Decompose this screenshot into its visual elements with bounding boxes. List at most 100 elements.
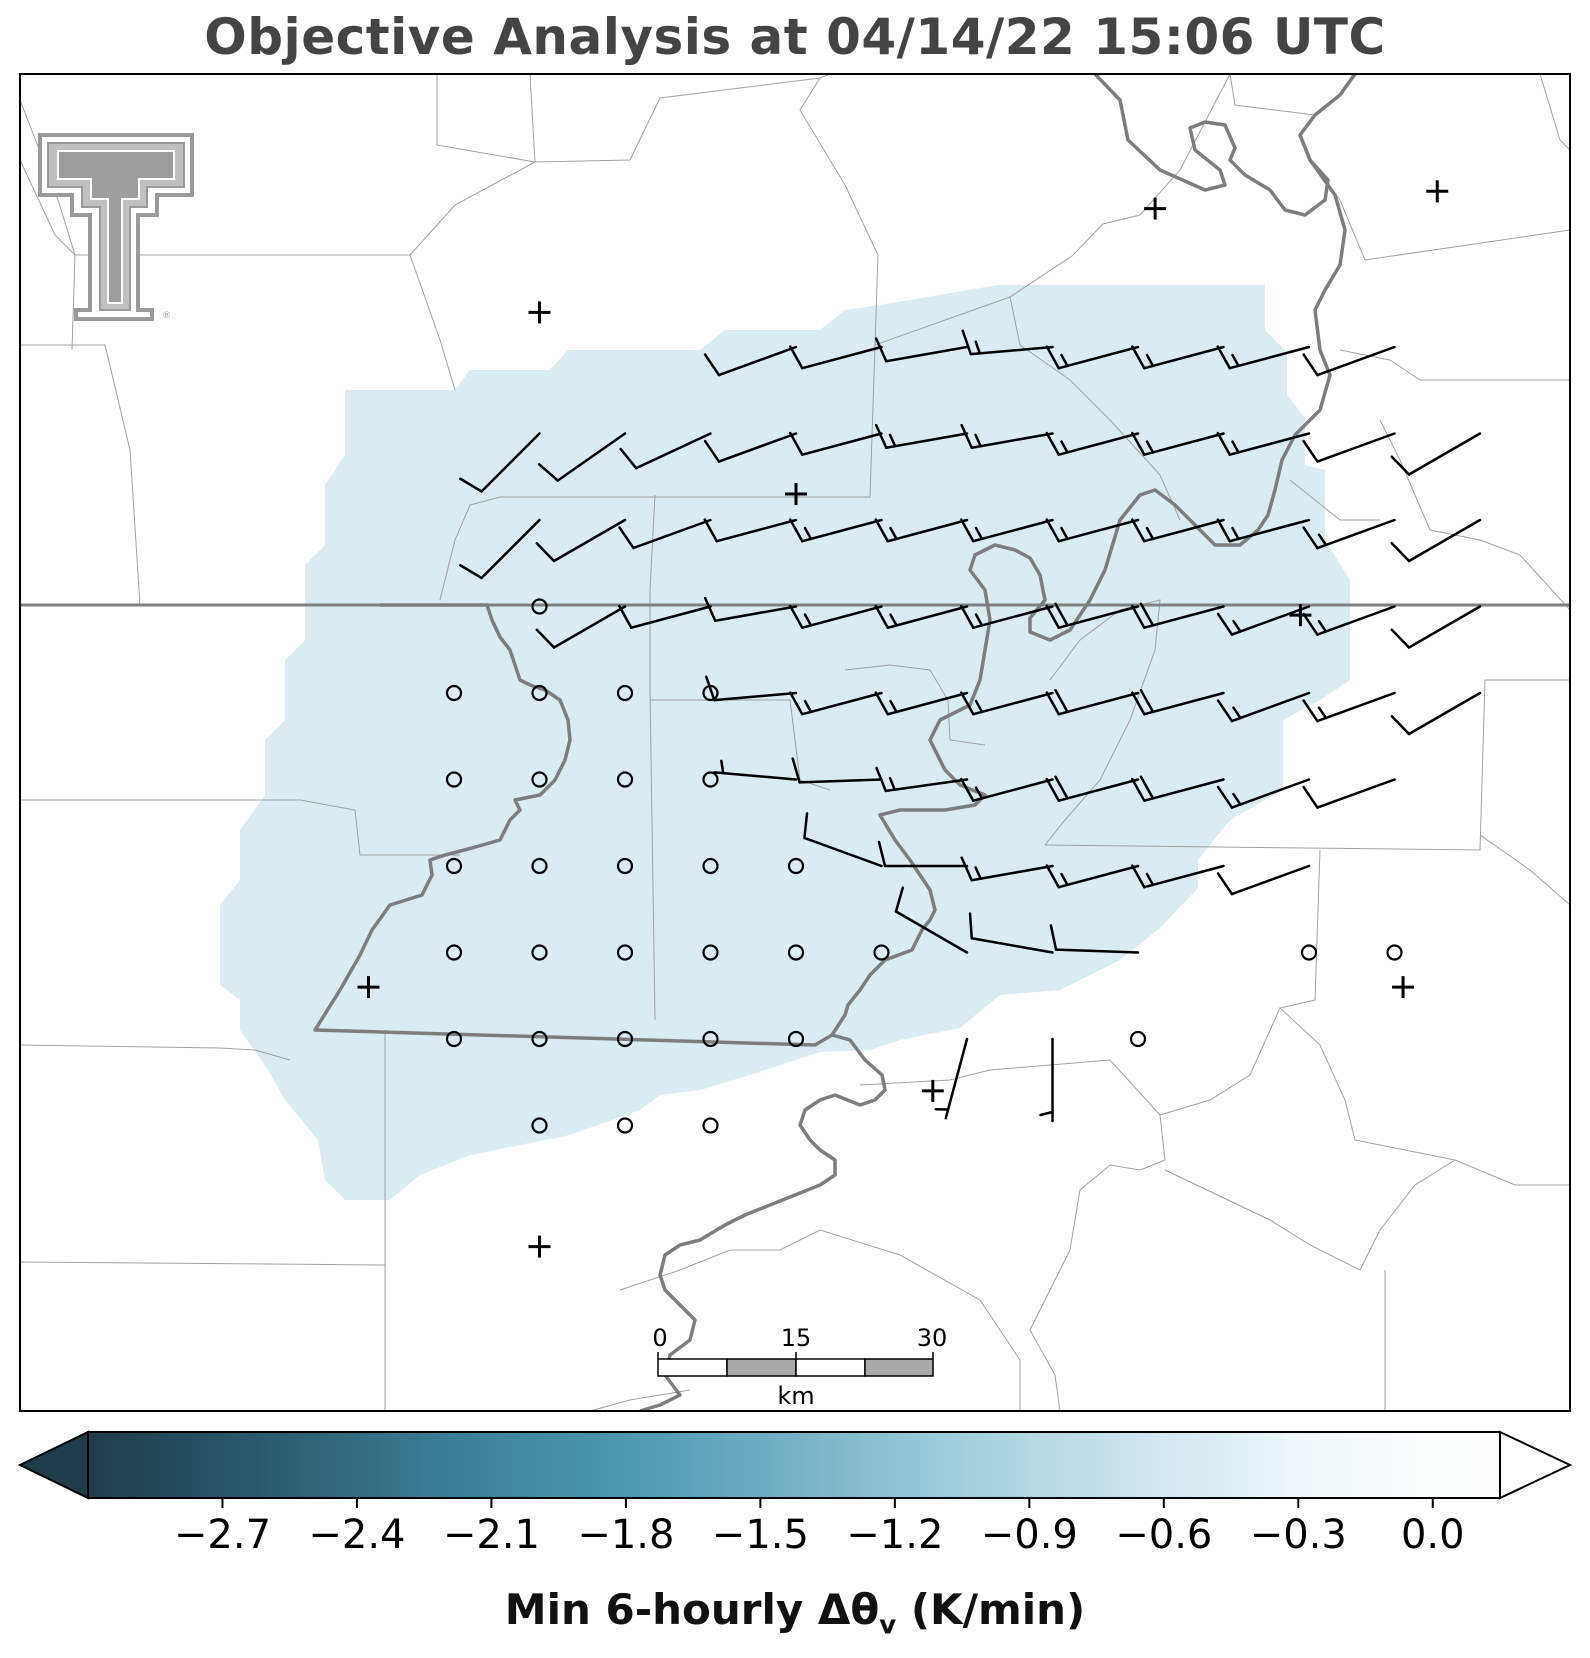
wind-barb: [789, 431, 883, 456]
wind-barb: [874, 337, 969, 363]
wind-barb: [968, 912, 1054, 954]
calm-circle: [531, 684, 548, 702]
calm-circle: [616, 944, 634, 961]
colorbar-label-sub: v: [879, 1610, 897, 1641]
wind-barb: [1131, 345, 1225, 370]
colorbar-label-main: Min 6-hourly Δθ: [504, 1585, 880, 1634]
calm-circle: [531, 598, 548, 615]
plus-marker: [1144, 197, 1167, 220]
map-frame: [19, 73, 1571, 1412]
calm-circle: [616, 1117, 634, 1134]
calm-circle: [1129, 1030, 1147, 1048]
calm-circle: [702, 1030, 719, 1048]
wind-barbs: [459, 329, 1482, 1123]
calm-circle: [445, 944, 463, 961]
calm-circle: [787, 944, 805, 961]
calm-circle: [531, 771, 548, 788]
wind-barb: [1045, 602, 1140, 629]
wind-barb: [713, 759, 798, 781]
wind-barb: [1045, 518, 1140, 543]
colorbar-tick-label: −0.6: [1115, 1512, 1212, 1558]
plus-marker: [1289, 604, 1312, 627]
calm-circle: [445, 857, 463, 875]
wind-barb: [1131, 775, 1225, 802]
calm-circle: [531, 857, 548, 875]
calm-circle: [1386, 944, 1403, 961]
colorbar-tick-label: −0.9: [981, 1512, 1078, 1558]
wind-barb: [704, 675, 798, 702]
wind-barb: [789, 691, 883, 716]
calm-circle: [787, 857, 805, 875]
rivers: [313, 74, 1357, 1411]
calm-circle: [531, 944, 548, 961]
plus-marker: [921, 1079, 944, 1102]
colorbar-label: Min 6-hourly Δθv (K/min): [0, 1585, 1590, 1640]
wind-barb: [874, 691, 969, 716]
wind-barb: [703, 518, 798, 543]
calm-circle: [616, 771, 634, 788]
wind-barb: [789, 345, 883, 370]
wind-barb: [803, 812, 883, 868]
calm-circle: [531, 1030, 548, 1048]
wind-barb: [703, 345, 798, 377]
calm-circle: [873, 944, 890, 961]
wind-barb: [1302, 691, 1396, 723]
wind-barb: [934, 1037, 969, 1120]
plus-marker: [528, 1235, 551, 1258]
wind-barb: [874, 518, 969, 543]
colorbar-extend-high: [1499, 1430, 1573, 1500]
colorbar-tick-label: 0.0: [1401, 1512, 1465, 1558]
wind-barb: [1045, 689, 1140, 716]
trademark-symbol: ®: [162, 311, 171, 321]
wind-barb: [1216, 778, 1311, 809]
wind-barb: [1045, 775, 1140, 802]
wind-barb: [535, 605, 627, 649]
wind-barb: [1045, 431, 1140, 456]
wind-barb: [1131, 864, 1225, 889]
plus-marker: [528, 301, 551, 324]
calm-circle: [787, 1030, 805, 1048]
wind-barb: [1302, 432, 1396, 463]
station-markers: [357, 180, 1449, 1258]
wind-barb: [459, 432, 541, 493]
wind-barb: [619, 432, 712, 470]
colorbar-tick-label: −1.5: [712, 1512, 809, 1558]
wind-barb: [1039, 1037, 1054, 1123]
wind-barb: [1131, 602, 1225, 629]
colorbar-label-units: (K/min): [896, 1585, 1086, 1634]
wind-barb: [1216, 605, 1311, 636]
calm-circle: [616, 857, 634, 875]
scale-tick-15: 15: [781, 1324, 812, 1352]
calm-circle: [616, 684, 634, 702]
wind-barb: [1390, 432, 1482, 476]
wind-barb: [894, 886, 969, 954]
calm-circle: [445, 684, 463, 702]
colorbar-tick-label: −1.2: [846, 1512, 943, 1558]
calm-points: [445, 598, 1403, 1134]
plus-marker: [1426, 180, 1449, 203]
wind-barb: [1302, 778, 1396, 809]
wind-barb: [960, 423, 1054, 449]
map-title: Objective Analysis at 04/14/22 15:06 UTC: [204, 8, 1386, 66]
wind-barb: [1216, 864, 1311, 896]
colorbar-extend-low: [17, 1430, 89, 1500]
scale-bar: 0 15 30 km: [652, 1324, 947, 1410]
wind-barb: [618, 518, 712, 550]
scale-tick-0: 0: [652, 1324, 667, 1352]
wind-barb: [874, 423, 969, 449]
wind-barb: [535, 518, 627, 563]
wind-barb: [1131, 431, 1225, 456]
analysis-region: [220, 285, 1350, 1200]
plus-marker: [1392, 976, 1415, 999]
wind-barb: [960, 691, 1054, 716]
calm-circle: [702, 857, 719, 875]
wind-barb: [1131, 518, 1225, 543]
logo-texas-tech: ®: [38, 133, 194, 321]
wind-barb: [703, 596, 798, 622]
colorbar-tick-label: −2.7: [174, 1512, 271, 1558]
wind-barb: [1131, 689, 1225, 716]
calm-circle: [445, 771, 463, 788]
wind-barb: [1216, 431, 1311, 456]
calm-circle: [531, 1117, 548, 1134]
